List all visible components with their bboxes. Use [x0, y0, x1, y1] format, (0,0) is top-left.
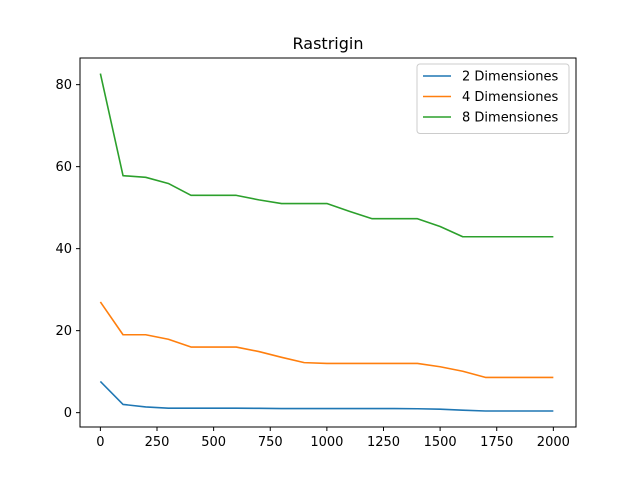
x-tick-label: 750: [258, 435, 283, 450]
series-line-1: [99, 380, 554, 412]
legend-label-1: 2 Dimensiones: [462, 70, 559, 85]
x-tick-label: 1000: [310, 435, 343, 450]
series-line-3: [99, 73, 554, 238]
y-tick-label: 80: [55, 78, 72, 93]
y-tick-label: 60: [55, 160, 72, 175]
chart-title: Rastrigin: [293, 34, 364, 53]
legend: 2 Dimensiones 4 Dimensiones 8 Dimensiones: [416, 63, 570, 134]
y-tick-label: 40: [55, 242, 72, 257]
plot-frame: [79, 57, 577, 428]
y-tick-label: 0: [64, 406, 72, 421]
series-line-2: [99, 301, 554, 379]
x-tick-label: 1750: [480, 435, 513, 450]
legend-box: [416, 63, 570, 134]
x-tick-label: 1500: [424, 435, 457, 450]
x-tick-label: 500: [201, 435, 226, 450]
series-group: [99, 73, 554, 412]
plot-area: [79, 57, 577, 428]
x-axis: 0 250 500 750 1000 1250 1500 1750 2000: [96, 427, 570, 450]
x-tick-label: 0: [96, 435, 104, 450]
x-tick-label: 1250: [367, 435, 400, 450]
y-tick-label: 20: [55, 324, 72, 339]
legend-label-3: 8 Dimensiones: [462, 111, 559, 126]
y-axis: 0 20 40 60 80: [55, 78, 80, 421]
x-tick-label: 2000: [537, 435, 570, 450]
x-tick-label: 250: [145, 435, 170, 450]
legend-label-2: 4 Dimensiones: [462, 90, 559, 105]
